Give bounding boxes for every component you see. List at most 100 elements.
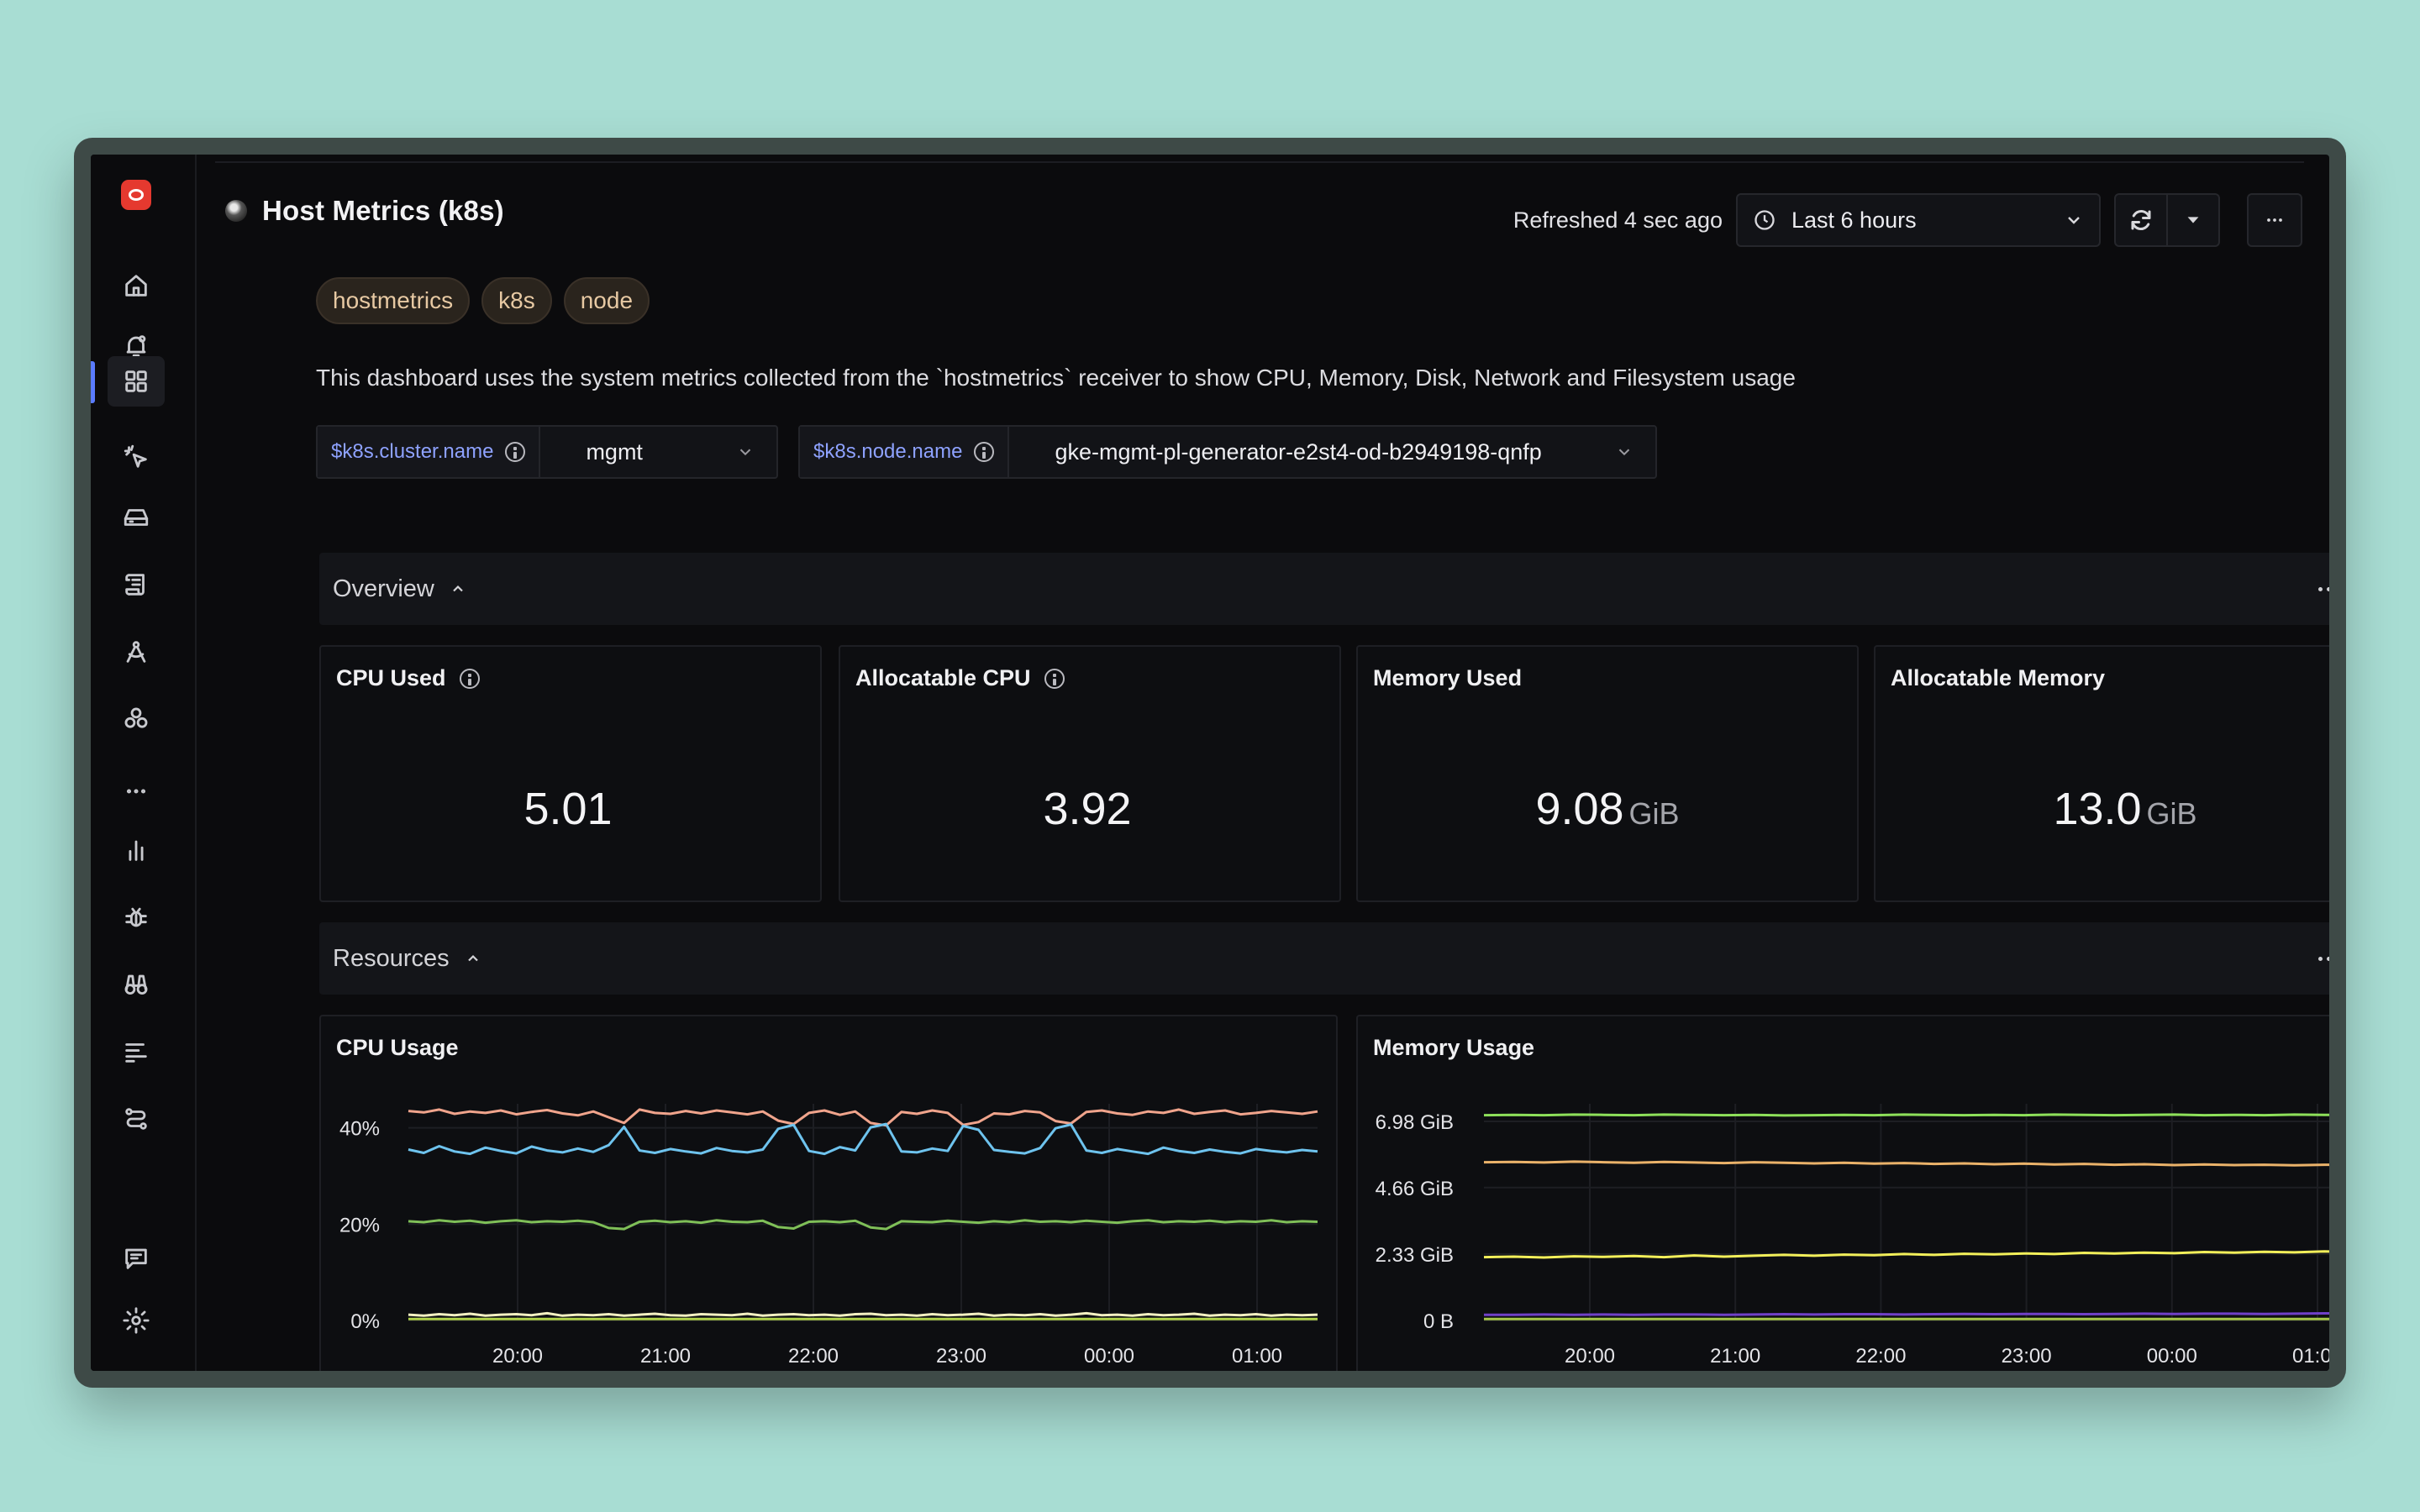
stat-panel: Memory Used 9.08 GiB xyxy=(1356,645,1859,902)
stat-value: 5.01 xyxy=(321,783,820,835)
variable-name: $k8s.cluster.name xyxy=(331,440,494,463)
cpu-usage-panel: CPU Usage 20:00 21:00 22:00 23:00 00:00 01:00… xyxy=(319,1015,1338,1371)
series-line-1 xyxy=(1483,1160,2329,1167)
section-title: Overview xyxy=(333,575,434,602)
cursor-click-icon[interactable] xyxy=(108,432,165,482)
traces-icon[interactable] xyxy=(108,1026,165,1077)
stat-unit: GiB xyxy=(2146,796,2197,831)
cpu-usage-chart[interactable]: 20:00 21:00 22:00 23:00 00:00 01:00 0% 20% 40% xyxy=(321,1016,1336,1371)
series-line-3 xyxy=(408,1311,1318,1317)
x-tick-label: 01:00 xyxy=(2292,1345,2329,1368)
refresh-icon xyxy=(2131,210,2151,230)
stat-title-text: CPU Used xyxy=(336,665,446,690)
home-icon[interactable] xyxy=(108,260,165,311)
section-menu-icon[interactable] xyxy=(2318,956,2329,961)
info-icon[interactable] xyxy=(974,442,995,462)
x-tick-label: 20:00 xyxy=(492,1345,543,1368)
chart-icon[interactable] xyxy=(108,825,165,875)
variable-select[interactable]: mgmt xyxy=(540,427,776,477)
chevron-down-icon xyxy=(2068,217,2080,224)
stat-value: 13.0 GiB xyxy=(1876,783,2329,835)
stat-title: Allocatable Memory xyxy=(1891,665,2105,691)
tag-k8s[interactable]: k8s xyxy=(481,277,552,324)
more-icon[interactable] xyxy=(108,766,165,816)
series-line-0 xyxy=(408,1108,1318,1127)
y-tick-label: 2.33 GiB xyxy=(1376,1244,1454,1267)
x-tick-label: 23:00 xyxy=(936,1345,986,1368)
time-range-select[interactable]: Last 6 hours xyxy=(1736,193,2101,247)
x-tick-label: 21:00 xyxy=(640,1345,691,1368)
x-tick-label: 22:00 xyxy=(1855,1345,1906,1368)
bell-icon[interactable] xyxy=(108,321,165,371)
info-icon[interactable] xyxy=(505,442,526,462)
y-tick-label: 0% xyxy=(350,1310,380,1333)
bug-icon[interactable] xyxy=(108,892,165,942)
x-tick-label: 23:00 xyxy=(2002,1345,2052,1368)
stat-value: 3.92 xyxy=(840,783,1339,835)
memory-usage-chart[interactable]: 20:00 21:00 22:00 23:00 00:00 01:00 0 B 2.33 Gi… xyxy=(1358,1016,2329,1371)
pipelines-icon[interactable] xyxy=(108,1094,165,1144)
y-tick-label: 20% xyxy=(339,1214,380,1236)
tag-node[interactable]: node xyxy=(563,277,650,324)
tag-list: hostmetrics k8s node xyxy=(316,277,650,324)
tag-hostmetrics[interactable]: hostmetrics xyxy=(316,277,471,324)
y-tick-label: 6.98 GiB xyxy=(1376,1111,1454,1134)
top-divider xyxy=(215,161,2304,163)
variable-node-name: $k8s.node.name gke-mgmt-pl-generator-e2s… xyxy=(798,425,1657,479)
memory-usage-panel: Memory Usage 20:00 21:00 22:00 23:00 00:00 01… xyxy=(1356,1015,2329,1371)
info-icon[interactable] xyxy=(459,668,480,689)
section-title: Resources xyxy=(333,944,450,972)
section-toggle[interactable]: Resources xyxy=(333,945,481,973)
info-icon[interactable] xyxy=(1044,668,1065,689)
panel-title: CPU Usage xyxy=(336,1035,459,1060)
section-resources: Resources xyxy=(319,922,2329,995)
sidebar xyxy=(91,155,197,1371)
page-title: Host Metrics (k8s) xyxy=(262,195,504,226)
refreshed-status: Refreshed 4 sec ago xyxy=(1512,207,1723,233)
x-tick-label: 00:00 xyxy=(2147,1345,2197,1368)
stat-number: 5.01 xyxy=(523,784,613,834)
x-tick-label: 00:00 xyxy=(1084,1345,1134,1368)
x-tick-label: 20:00 xyxy=(1565,1345,1615,1368)
series-line-2 xyxy=(1483,1250,2329,1259)
stat-title-text: Allocatable CPU xyxy=(855,665,1031,690)
dashboards-icon[interactable] xyxy=(108,356,165,407)
x-tick-label: 21:00 xyxy=(1710,1345,1760,1368)
compass-icon[interactable] xyxy=(108,627,165,677)
dashboard-icon xyxy=(225,200,247,222)
x-tick-label: 01:00 xyxy=(1232,1345,1282,1368)
binoculars-icon[interactable] xyxy=(108,959,165,1010)
stat-panel: Allocatable Memory 13.0 GiB xyxy=(1874,645,2329,902)
stat-title: CPU Used xyxy=(336,665,480,691)
chat-icon[interactable] xyxy=(108,1233,165,1284)
y-tick-label: 0 B xyxy=(1423,1310,1454,1333)
stat-title-text: Memory Used xyxy=(1373,665,1523,690)
refresh-button[interactable] xyxy=(2114,193,2168,247)
variable-select[interactable]: gke-mgmt-pl-generator-e2st4-od-b2949198-… xyxy=(1009,427,1655,477)
x-tick-label: 22:00 xyxy=(788,1345,839,1368)
settings-icon[interactable] xyxy=(108,1295,165,1346)
stat-unit: GiB xyxy=(1628,796,1680,831)
logs-icon[interactable] xyxy=(108,559,165,610)
clock-icon xyxy=(1754,210,1775,230)
more-options-button[interactable] xyxy=(2247,193,2302,247)
chevron-up-icon xyxy=(467,954,478,962)
cluster-icon[interactable] xyxy=(108,694,165,744)
stat-number: 3.92 xyxy=(1043,784,1132,834)
stat-title: Memory Used xyxy=(1373,665,1522,691)
y-tick-label: 4.66 GiB xyxy=(1376,1178,1454,1200)
stat-panel: Allocatable CPU 3.92 xyxy=(839,645,1341,902)
chevron-up-icon xyxy=(453,585,463,592)
section-toggle[interactable]: Overview xyxy=(333,575,466,603)
y-tick-label: 40% xyxy=(339,1118,380,1141)
section-menu-icon[interactable] xyxy=(2318,586,2329,591)
refresh-options-button[interactable] xyxy=(2168,193,2220,247)
series-line-3 xyxy=(1484,1312,2329,1316)
app-logo[interactable] xyxy=(121,180,151,210)
storage-icon[interactable] xyxy=(108,492,165,543)
variable-value: mgmt xyxy=(586,438,643,465)
stat-panel: CPU Used 5.01 xyxy=(319,645,822,902)
chevron-down-icon xyxy=(1618,449,1630,456)
stat-number: 13.0 xyxy=(2053,784,2142,834)
stat-number: 9.08 xyxy=(1535,784,1624,834)
